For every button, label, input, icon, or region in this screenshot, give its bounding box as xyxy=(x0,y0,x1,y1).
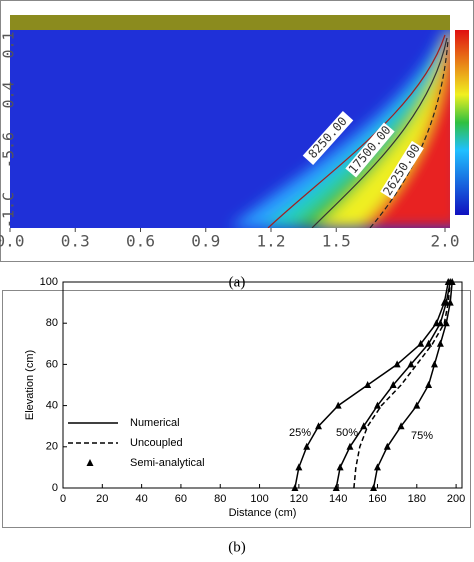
y-tick-label: 20 xyxy=(46,441,58,453)
x-tick-label: 20 xyxy=(96,493,108,505)
x-tick-label: 140 xyxy=(329,493,347,505)
curve-label: 25% xyxy=(289,427,311,439)
semi-analytical-point xyxy=(303,442,311,450)
x-tick-label: 2.0 xyxy=(431,232,460,251)
semi-analytical-point xyxy=(393,360,401,368)
x-tick-label: 100 xyxy=(250,493,268,505)
y-tick-label: 60 xyxy=(46,358,58,370)
x-tick-label: 1.5 xyxy=(322,232,351,251)
x-tick-label: 0.3 xyxy=(61,232,90,251)
semi-analytical-point xyxy=(364,381,372,388)
y-tick-label: 100 xyxy=(40,276,58,288)
semi-analytical-point xyxy=(442,319,450,327)
y-axis-label: Elevation (cm) xyxy=(24,350,36,420)
y-tick-label: 80 xyxy=(46,317,58,329)
semi-analytical-point xyxy=(430,360,438,368)
semi-analytical-point xyxy=(336,463,344,471)
contour-label-bg xyxy=(302,111,354,165)
semi-analytical-point xyxy=(413,401,421,409)
semi-analytical-point xyxy=(332,484,340,491)
semi-analytical-point xyxy=(407,360,415,368)
semi-analytical-point xyxy=(425,381,433,388)
semi-analytical-point xyxy=(417,339,425,347)
x-tick-label: 200 xyxy=(447,493,465,505)
semi-analytical-point xyxy=(315,422,323,430)
x-tick-label: 0.0 xyxy=(0,232,24,251)
solid-line xyxy=(294,281,449,489)
colorbar xyxy=(455,30,469,215)
x-tick-label: 80 xyxy=(214,493,226,505)
panel-b-frame xyxy=(2,290,471,528)
semi-analytical-point xyxy=(436,339,444,347)
semi-analytical-point xyxy=(389,381,397,388)
x-tick-label: 120 xyxy=(290,493,308,505)
y-tick-label: 0.4 xyxy=(0,81,18,108)
legend-label: Semi-analytical xyxy=(130,457,205,469)
x-tick-label: 60 xyxy=(175,493,187,505)
caption: (b) xyxy=(228,539,246,555)
x-tick-label: 160 xyxy=(368,493,386,505)
semi-analytical-point xyxy=(295,463,303,471)
curve-label: 75% xyxy=(411,430,433,442)
y-tick-label: 0.1 xyxy=(0,31,18,58)
x-tick-label: 1.2 xyxy=(257,232,286,251)
contours xyxy=(267,34,449,228)
curve-label: 50% xyxy=(336,427,358,439)
semi-analytical-point xyxy=(370,484,378,491)
y-tick-label: -5.6 xyxy=(0,132,18,168)
semi-analytical-point xyxy=(436,319,444,327)
semi-analytical-point xyxy=(383,442,391,450)
semi-analytical-point xyxy=(448,278,456,285)
semi-analytical-point xyxy=(397,422,405,430)
plot-frame xyxy=(62,281,463,489)
semi-analytical-point xyxy=(446,298,454,306)
contour-label-bg xyxy=(380,140,424,200)
semi-analytical-point xyxy=(373,401,381,409)
semi-analytical-point xyxy=(360,422,368,430)
x-tick-label: 0.6 xyxy=(126,232,155,251)
legend-label: Numerical xyxy=(130,417,180,429)
x-tick-label: 0.9 xyxy=(191,232,220,251)
semi-analytical-point xyxy=(346,442,354,450)
semi-analytical-point xyxy=(334,401,342,409)
legend-marker xyxy=(86,459,94,466)
x-axis-label: Distance (cm) xyxy=(229,507,297,519)
dashed-line xyxy=(353,281,451,489)
semi-analytical-point xyxy=(373,463,381,471)
y-tick-label: -1.C xyxy=(0,192,18,228)
y-tick-label: 40 xyxy=(46,400,58,412)
y-tick-label: 0 xyxy=(52,482,58,494)
legend-label: Uncoupled xyxy=(130,437,183,449)
x-tick-label: 40 xyxy=(135,493,147,505)
top-band xyxy=(10,15,450,30)
x-tick-label: 180 xyxy=(408,493,426,505)
semi-analytical-point xyxy=(291,484,299,491)
x-tick-label: 0 xyxy=(60,493,66,505)
semi-analytical-point xyxy=(425,339,433,347)
contour-label-bg xyxy=(345,122,395,178)
